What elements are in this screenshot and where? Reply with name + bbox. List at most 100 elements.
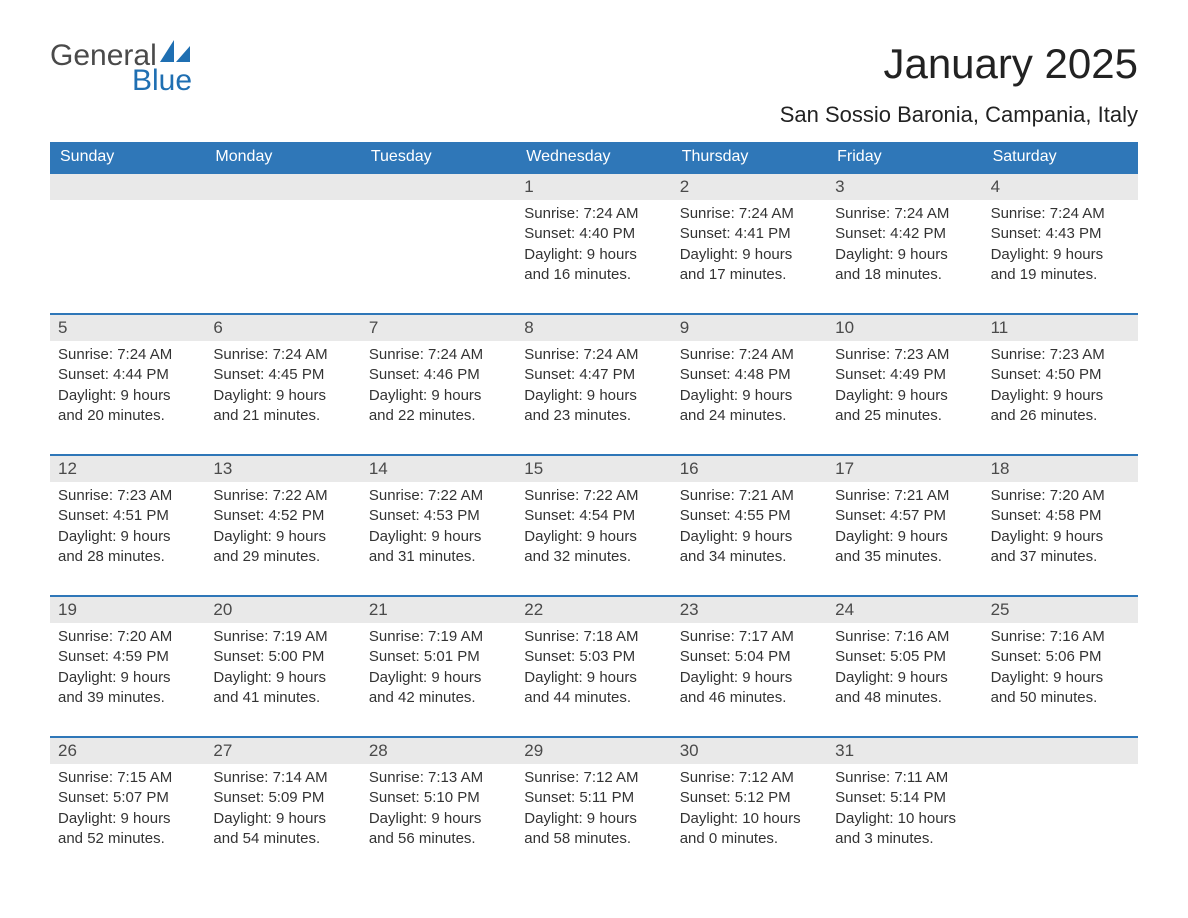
- day-detail-line: Sunrise: 7:24 AM: [524, 204, 663, 224]
- day-detail-line: and 17 minutes.: [680, 265, 819, 285]
- day-number: 1: [516, 174, 671, 200]
- day-cell: Sunrise: 7:16 AMSunset: 5:06 PMDaylight:…: [983, 623, 1138, 718]
- day-detail-line: and 39 minutes.: [58, 688, 197, 708]
- day-cell: Sunrise: 7:22 AMSunset: 4:53 PMDaylight:…: [361, 482, 516, 577]
- day-cell: Sunrise: 7:22 AMSunset: 4:54 PMDaylight:…: [516, 482, 671, 577]
- daynum-row: 12131415161718: [50, 456, 1138, 482]
- day-number: [50, 174, 205, 200]
- day-detail-line: Sunrise: 7:20 AM: [991, 486, 1130, 506]
- day-detail-line: Sunrise: 7:24 AM: [680, 345, 819, 365]
- day-number: 25: [983, 597, 1138, 623]
- daynum-row: 262728293031: [50, 738, 1138, 764]
- day-number: 20: [205, 597, 360, 623]
- day-detail-line: Sunset: 4:54 PM: [524, 506, 663, 526]
- day-detail-line: Daylight: 9 hours: [835, 527, 974, 547]
- day-detail-line: Sunrise: 7:23 AM: [991, 345, 1130, 365]
- day-cell: [50, 200, 205, 295]
- day-detail-line: and 50 minutes.: [991, 688, 1130, 708]
- day-number: 26: [50, 738, 205, 764]
- day-detail-line: Sunrise: 7:21 AM: [680, 486, 819, 506]
- day-cell: [205, 200, 360, 295]
- day-detail-line: Sunrise: 7:23 AM: [835, 345, 974, 365]
- day-detail-line: Daylight: 9 hours: [991, 245, 1130, 265]
- day-cell: Sunrise: 7:19 AMSunset: 5:00 PMDaylight:…: [205, 623, 360, 718]
- week-row: 12131415161718Sunrise: 7:23 AMSunset: 4:…: [50, 454, 1138, 577]
- dayname: Saturday: [983, 142, 1138, 172]
- day-detail-line: Sunset: 4:40 PM: [524, 224, 663, 244]
- day-detail-line: Daylight: 9 hours: [213, 668, 352, 688]
- day-detail-line: Sunrise: 7:19 AM: [369, 627, 508, 647]
- day-detail-line: Sunset: 5:01 PM: [369, 647, 508, 667]
- day-detail-line: Sunrise: 7:24 AM: [524, 345, 663, 365]
- day-detail-line: Sunrise: 7:24 AM: [680, 204, 819, 224]
- day-detail-line: Sunrise: 7:12 AM: [680, 768, 819, 788]
- day-cell: Sunrise: 7:24 AMSunset: 4:41 PMDaylight:…: [672, 200, 827, 295]
- day-cell: Sunrise: 7:12 AMSunset: 5:11 PMDaylight:…: [516, 764, 671, 859]
- day-detail-line: Daylight: 9 hours: [524, 245, 663, 265]
- day-number: 15: [516, 456, 671, 482]
- day-detail-line: and 25 minutes.: [835, 406, 974, 426]
- day-detail-line: Sunset: 4:51 PM: [58, 506, 197, 526]
- day-cell: [361, 200, 516, 295]
- day-detail-line: Sunset: 4:47 PM: [524, 365, 663, 385]
- day-detail-line: Daylight: 9 hours: [835, 386, 974, 406]
- day-cell: Sunrise: 7:24 AMSunset: 4:48 PMDaylight:…: [672, 341, 827, 436]
- day-number: 29: [516, 738, 671, 764]
- day-detail-line: and 26 minutes.: [991, 406, 1130, 426]
- day-number: 2: [672, 174, 827, 200]
- day-detail-line: Sunset: 5:03 PM: [524, 647, 663, 667]
- day-cell: Sunrise: 7:24 AMSunset: 4:46 PMDaylight:…: [361, 341, 516, 436]
- day-detail-line: Sunrise: 7:24 AM: [58, 345, 197, 365]
- day-number: 22: [516, 597, 671, 623]
- day-cell: Sunrise: 7:14 AMSunset: 5:09 PMDaylight:…: [205, 764, 360, 859]
- day-detail-line: and 3 minutes.: [835, 829, 974, 849]
- day-number: 17: [827, 456, 982, 482]
- day-detail-line: Daylight: 9 hours: [369, 668, 508, 688]
- day-detail-line: and 21 minutes.: [213, 406, 352, 426]
- day-detail-line: Sunset: 4:53 PM: [369, 506, 508, 526]
- logo-text-2: Blue: [50, 66, 194, 96]
- day-detail-line: Daylight: 9 hours: [680, 386, 819, 406]
- day-detail-line: Daylight: 9 hours: [991, 668, 1130, 688]
- day-number: 23: [672, 597, 827, 623]
- day-cell: Sunrise: 7:24 AMSunset: 4:45 PMDaylight:…: [205, 341, 360, 436]
- day-cell: Sunrise: 7:20 AMSunset: 4:59 PMDaylight:…: [50, 623, 205, 718]
- day-detail-line: Daylight: 9 hours: [58, 668, 197, 688]
- day-cell: Sunrise: 7:21 AMSunset: 4:57 PMDaylight:…: [827, 482, 982, 577]
- daynum-row: 567891011: [50, 315, 1138, 341]
- header: General Blue January 2025 San Sossio Bar…: [50, 40, 1138, 128]
- day-cell: Sunrise: 7:24 AMSunset: 4:40 PMDaylight:…: [516, 200, 671, 295]
- day-detail-line: Sunset: 5:10 PM: [369, 788, 508, 808]
- day-detail-line: Sunrise: 7:22 AM: [369, 486, 508, 506]
- day-number: 24: [827, 597, 982, 623]
- day-cell: Sunrise: 7:24 AMSunset: 4:44 PMDaylight:…: [50, 341, 205, 436]
- day-detail-line: Daylight: 9 hours: [524, 809, 663, 829]
- week-row: 1234Sunrise: 7:24 AMSunset: 4:40 PMDayli…: [50, 172, 1138, 295]
- day-cell: Sunrise: 7:24 AMSunset: 4:47 PMDaylight:…: [516, 341, 671, 436]
- day-detail-line: and 24 minutes.: [680, 406, 819, 426]
- day-detail-line: Sunset: 4:58 PM: [991, 506, 1130, 526]
- day-detail-line: Daylight: 9 hours: [58, 527, 197, 547]
- day-number: 13: [205, 456, 360, 482]
- day-detail-line: and 37 minutes.: [991, 547, 1130, 567]
- day-cell: Sunrise: 7:17 AMSunset: 5:04 PMDaylight:…: [672, 623, 827, 718]
- day-detail-line: and 31 minutes.: [369, 547, 508, 567]
- day-number: 3: [827, 174, 982, 200]
- day-detail-line: Sunset: 5:07 PM: [58, 788, 197, 808]
- day-detail-line: Sunrise: 7:24 AM: [369, 345, 508, 365]
- day-detail-line: Sunrise: 7:13 AM: [369, 768, 508, 788]
- day-detail-line: and 41 minutes.: [213, 688, 352, 708]
- day-detail-line: Daylight: 9 hours: [369, 809, 508, 829]
- day-detail-line: Sunset: 4:44 PM: [58, 365, 197, 385]
- day-detail-line: Daylight: 9 hours: [680, 245, 819, 265]
- day-detail-line: and 19 minutes.: [991, 265, 1130, 285]
- week-row: 262728293031Sunrise: 7:15 AMSunset: 5:07…: [50, 736, 1138, 859]
- day-detail-line: and 52 minutes.: [58, 829, 197, 849]
- day-detail-line: Daylight: 10 hours: [680, 809, 819, 829]
- day-cell: Sunrise: 7:24 AMSunset: 4:43 PMDaylight:…: [983, 200, 1138, 295]
- day-detail-line: Sunrise: 7:19 AM: [213, 627, 352, 647]
- day-number: 31: [827, 738, 982, 764]
- dayname: Thursday: [672, 142, 827, 172]
- day-detail-line: Sunrise: 7:21 AM: [835, 486, 974, 506]
- day-detail-line: Daylight: 9 hours: [213, 386, 352, 406]
